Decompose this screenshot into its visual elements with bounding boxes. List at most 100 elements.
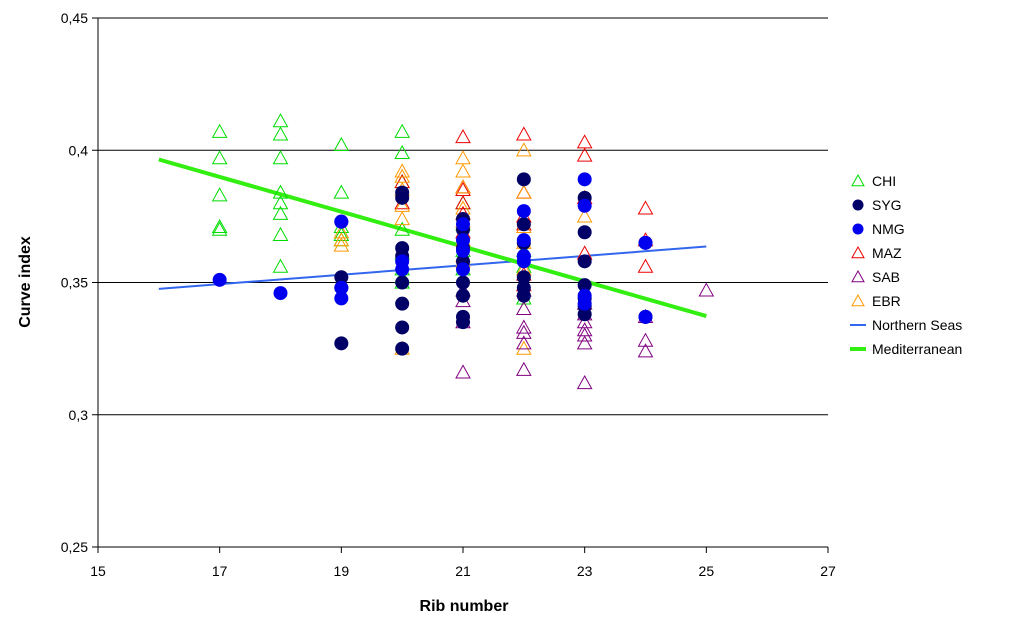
point-chi <box>394 123 411 138</box>
point-nmg <box>638 235 653 250</box>
point-syg <box>577 254 592 269</box>
point-nmg <box>577 296 592 311</box>
point-sab <box>515 335 532 350</box>
point-maz <box>576 134 593 149</box>
point-sab <box>515 324 532 339</box>
point-syg <box>395 275 410 290</box>
point-syg <box>577 225 592 240</box>
point-ebr <box>333 232 350 247</box>
point-chi <box>333 184 350 199</box>
point-ebr <box>515 340 532 355</box>
legend-marker-ebr <box>851 293 865 307</box>
x-tick-label: 27 <box>820 563 836 579</box>
point-syg <box>334 336 349 351</box>
point-syg <box>456 288 470 303</box>
point-syg <box>456 315 470 330</box>
point-syg <box>516 288 531 303</box>
point-chi <box>272 150 289 165</box>
point-chi <box>394 144 411 159</box>
legend-marker-chi <box>851 173 865 187</box>
point-nmg <box>516 204 531 219</box>
point-syg <box>516 270 531 285</box>
y-axis-title: Curve index <box>17 236 34 328</box>
point-sab <box>455 364 471 379</box>
point-sab <box>637 332 654 347</box>
point-chi <box>272 258 289 273</box>
point-chi <box>272 195 289 210</box>
point-sab <box>515 300 532 316</box>
point-chi <box>272 126 289 141</box>
x-tick-label: 25 <box>699 563 715 579</box>
x-tick-label: 15 <box>90 563 106 579</box>
point-sab <box>698 282 715 297</box>
point-syg <box>456 275 470 290</box>
y-tick-label: 0,25 <box>61 539 88 555</box>
point-chi <box>211 218 228 234</box>
point-nmg <box>334 280 349 295</box>
point-syg <box>395 190 410 205</box>
point-ebr <box>515 142 532 157</box>
point-ebr <box>333 237 350 252</box>
legend-label-maz: MAZ <box>872 245 902 261</box>
data-points <box>211 113 715 390</box>
point-chi <box>211 123 228 138</box>
x-tick-label: 17 <box>212 563 228 579</box>
trend-lines <box>158 157 707 319</box>
y-tick-label: 0,3 <box>69 407 89 423</box>
point-syg <box>334 270 349 285</box>
point-nmg <box>638 309 653 324</box>
legend-label-mediterranean: Mediterranean <box>872 341 962 357</box>
point-syg <box>395 341 410 356</box>
x-tick-label: 19 <box>334 563 350 579</box>
point-chi <box>394 221 411 236</box>
point-maz <box>515 184 532 199</box>
point-ebr <box>455 150 471 165</box>
x-axis-title: Rib number <box>420 598 509 615</box>
point-syg <box>516 217 531 232</box>
x-tick-label: 23 <box>577 563 593 579</box>
point-sab <box>637 343 654 358</box>
x-tick-label: 21 <box>455 563 471 579</box>
point-nmg <box>273 286 288 301</box>
y-axis-ticks: 0,25 0,3 0,35 0,4 0,45 <box>61 10 98 555</box>
point-syg <box>395 320 410 335</box>
point-chi <box>211 221 228 236</box>
y-tick-label: 0,45 <box>61 10 88 26</box>
point-ebr <box>576 208 593 223</box>
point-chi <box>272 184 289 199</box>
legend-marker-syg <box>852 199 864 211</box>
y-tick-label: 0,35 <box>61 275 88 291</box>
point-ebr <box>515 184 532 199</box>
point-ebr <box>455 179 471 194</box>
point-syg <box>516 172 531 187</box>
point-sab <box>576 374 593 390</box>
point-sab <box>576 335 593 350</box>
legend-label-northern-seas: Northern Seas <box>872 317 962 333</box>
point-nmg <box>395 262 410 277</box>
point-nmg <box>456 243 470 258</box>
point-nmg <box>456 233 470 248</box>
legend-label-syg: SYG <box>872 197 902 213</box>
point-maz <box>637 200 654 215</box>
point-nmg <box>456 217 470 232</box>
point-chi <box>333 226 350 241</box>
point-maz <box>576 147 593 162</box>
point-maz <box>515 126 532 141</box>
legend-marker-sab <box>851 269 865 283</box>
point-syg <box>577 278 592 293</box>
point-nmg <box>334 291 349 306</box>
point-nmg <box>334 214 349 229</box>
point-chi <box>333 136 350 152</box>
point-sab <box>576 327 593 342</box>
legend-marker-maz <box>851 245 865 259</box>
point-ebr <box>394 210 411 226</box>
legend-label-sab: SAB <box>872 269 900 285</box>
point-nmg <box>577 198 592 213</box>
point-maz <box>455 195 471 210</box>
point-chi <box>211 150 228 165</box>
point-maz <box>637 258 654 273</box>
point-ebr <box>455 163 471 178</box>
y-tick-label: 0,4 <box>69 142 89 158</box>
point-nmg <box>516 233 531 248</box>
